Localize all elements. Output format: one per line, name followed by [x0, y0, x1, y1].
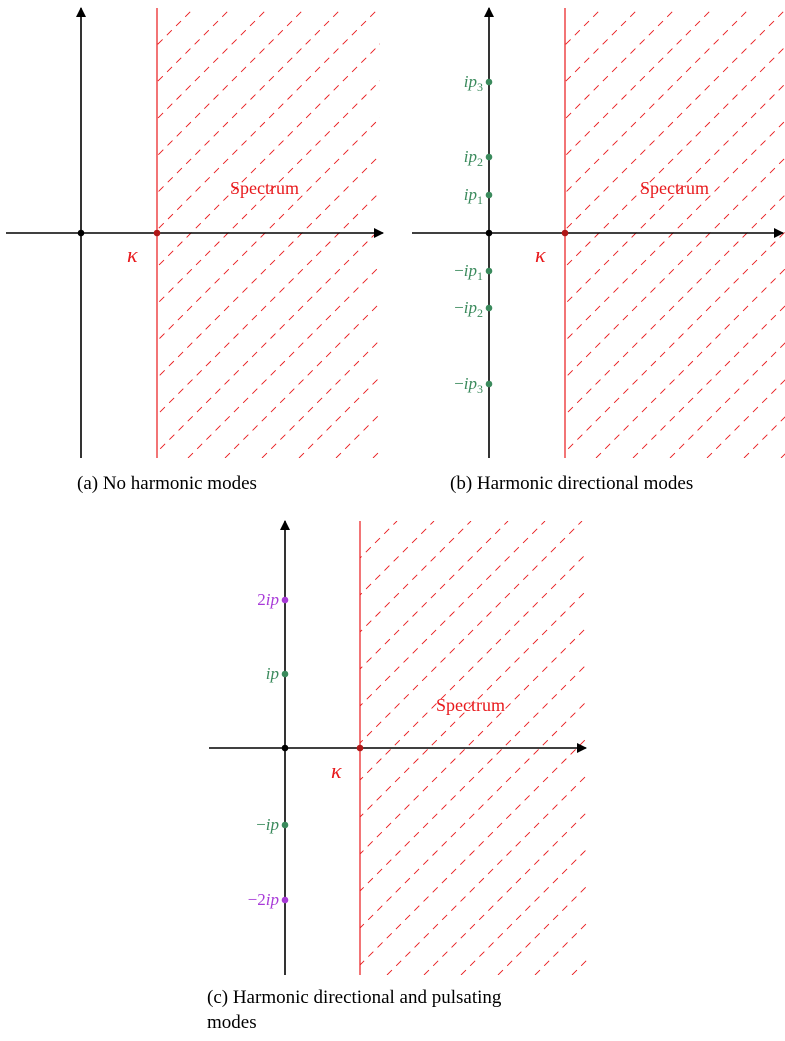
hatch-line	[632, 305, 785, 458]
mode-points: ip3 ip2 ip1 −ip1 −ip2 −ip3	[454, 72, 493, 396]
panel-no-harmonic-modes: κ Spectrum	[6, 7, 384, 458]
caption-c-line2: modes	[207, 1012, 257, 1033]
mode-point-label: −ip3	[454, 374, 483, 396]
kappa-label: κ	[331, 758, 342, 783]
hatch-line	[386, 774, 587, 975]
spectrum-label: Spectrum	[436, 695, 505, 715]
mode-point-label: −ip1	[454, 261, 483, 283]
hatch-line	[360, 521, 472, 633]
hatch-line	[460, 848, 587, 975]
hatch-line	[360, 700, 587, 929]
origin-point	[281, 744, 289, 752]
hatch-line	[360, 737, 587, 966]
mode-point-label: ip3	[464, 72, 483, 94]
hatch-line	[609, 521, 785, 975]
mode-point	[485, 304, 493, 312]
mode-point	[281, 670, 289, 678]
panel-harmonic-directional-modes: κ Spectrum ip3 ip2 ip1 −ip1 −ip2 −ip3	[412, 7, 785, 458]
hatch-line	[497, 885, 587, 975]
caption-b: (b) Harmonic directional modes	[450, 473, 694, 494]
kappa-point	[153, 229, 161, 237]
spectrum-label: Spectrum	[230, 178, 299, 198]
mode-point-label: −ip2	[454, 298, 483, 320]
mode-point-label: 2ip	[257, 590, 279, 609]
mode-point	[281, 896, 289, 904]
mode-point	[485, 267, 493, 275]
panel-harmonic-directional-pulsating-modes: κ Spectrum 2ip ip −ip −2ip	[209, 520, 785, 975]
hatch-line	[706, 379, 785, 458]
mode-point-label: −2ip	[248, 890, 279, 909]
hatch-line	[360, 552, 587, 781]
hatch-line	[565, 231, 785, 453]
mode-point	[281, 821, 289, 829]
origin-point	[77, 229, 85, 237]
hatch-line	[423, 811, 587, 975]
mode-point-label: ip1	[464, 185, 483, 207]
caption-c-line1: (c) Harmonic directional and pulsating	[207, 987, 502, 1008]
mode-point	[485, 78, 493, 86]
hatch-line	[261, 339, 380, 458]
spectrum-label: Spectrum	[640, 178, 709, 198]
kappa-point	[356, 744, 364, 752]
caption-a: (a) No harmonic modes	[77, 473, 257, 494]
hatch-line	[360, 589, 587, 818]
mode-point	[485, 153, 493, 161]
hatch-line	[298, 376, 380, 458]
mode-point-label: ip	[266, 664, 279, 683]
hatch-line	[360, 521, 509, 670]
kappa-label: κ	[127, 242, 138, 267]
hatch-line	[224, 302, 380, 458]
mode-point-label: −ip	[256, 815, 279, 834]
hatch-line	[669, 342, 785, 458]
hatch-line	[595, 268, 785, 458]
kappa-point	[561, 229, 569, 237]
mode-point	[485, 380, 493, 388]
mode-point-label: ip2	[464, 147, 483, 169]
mode-diagrams: κ Spectrum κ Spectrum ip3 ip2 ip1 −ip1 −ip2 −…	[6, 7, 785, 975]
hatch-line	[571, 959, 587, 975]
spectrum-hatching	[360, 521, 785, 975]
hatch-line	[360, 521, 546, 707]
hatch-line	[360, 521, 583, 744]
mode-point	[485, 191, 493, 199]
kappa-label: κ	[535, 242, 546, 267]
mode-point	[281, 596, 289, 604]
mode-points: 2ip ip −ip −2ip	[248, 590, 289, 909]
hatch-line	[187, 265, 380, 458]
origin-point	[485, 229, 493, 237]
